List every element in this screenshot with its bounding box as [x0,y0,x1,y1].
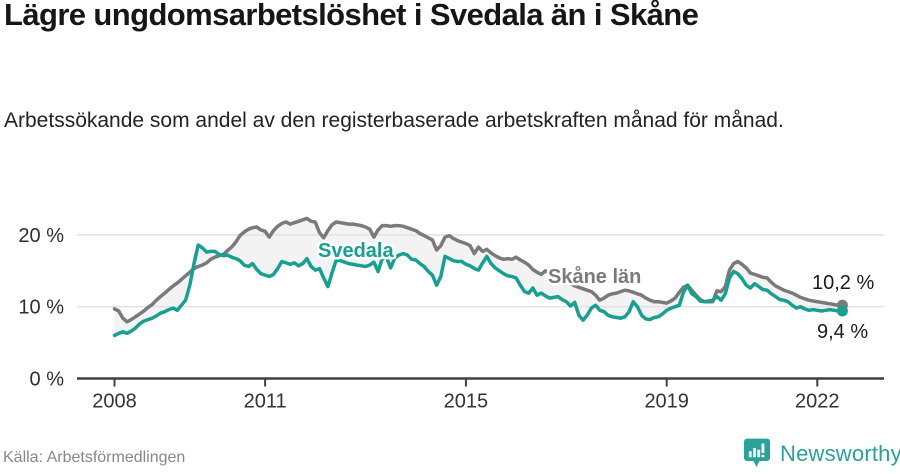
y-tick-label-20: 20 % [18,225,64,247]
chart-subtitle: Arbetssökande som andel av den registerb… [4,109,784,132]
x-tick-label-2008: 2008 [92,391,137,413]
newsworthy-wordmark: Newsworthy [780,440,900,466]
svedala-series-label: Svedala [318,240,394,262]
x-tick-label-2022: 2022 [795,391,840,413]
x-tick-label-2011: 2011 [244,391,287,413]
skane-series-label: Skåne län [548,265,641,288]
source-note: Källa: Arbetsförmedlingen [3,449,186,466]
svedala-line [112,243,845,338]
newsworthy-logo: Newsworthy [743,437,900,470]
series-band [114,218,843,336]
chart-title: Lägre ungdomsarbetslöshet i Svedala än i… [4,0,699,32]
svedala-end-value: 9,4 % [817,321,868,343]
svedala-end-dot [836,305,848,317]
x-tick-label-2019: 2019 [644,391,689,413]
y-tick-label-10: 10 % [18,297,64,319]
newsworthy-bar-chart-icon [743,438,771,468]
x-tick-label-2015: 2015 [444,391,489,413]
skane-line [112,216,845,324]
y-tick-label-0: 0 % [30,369,65,391]
skane-end-value: 10,2 % [812,272,874,294]
unemployment-line-chart: 0 % 10 % 20 % 2008 2011 2015 2019 2022 Svedala Sk… [18,216,884,413]
